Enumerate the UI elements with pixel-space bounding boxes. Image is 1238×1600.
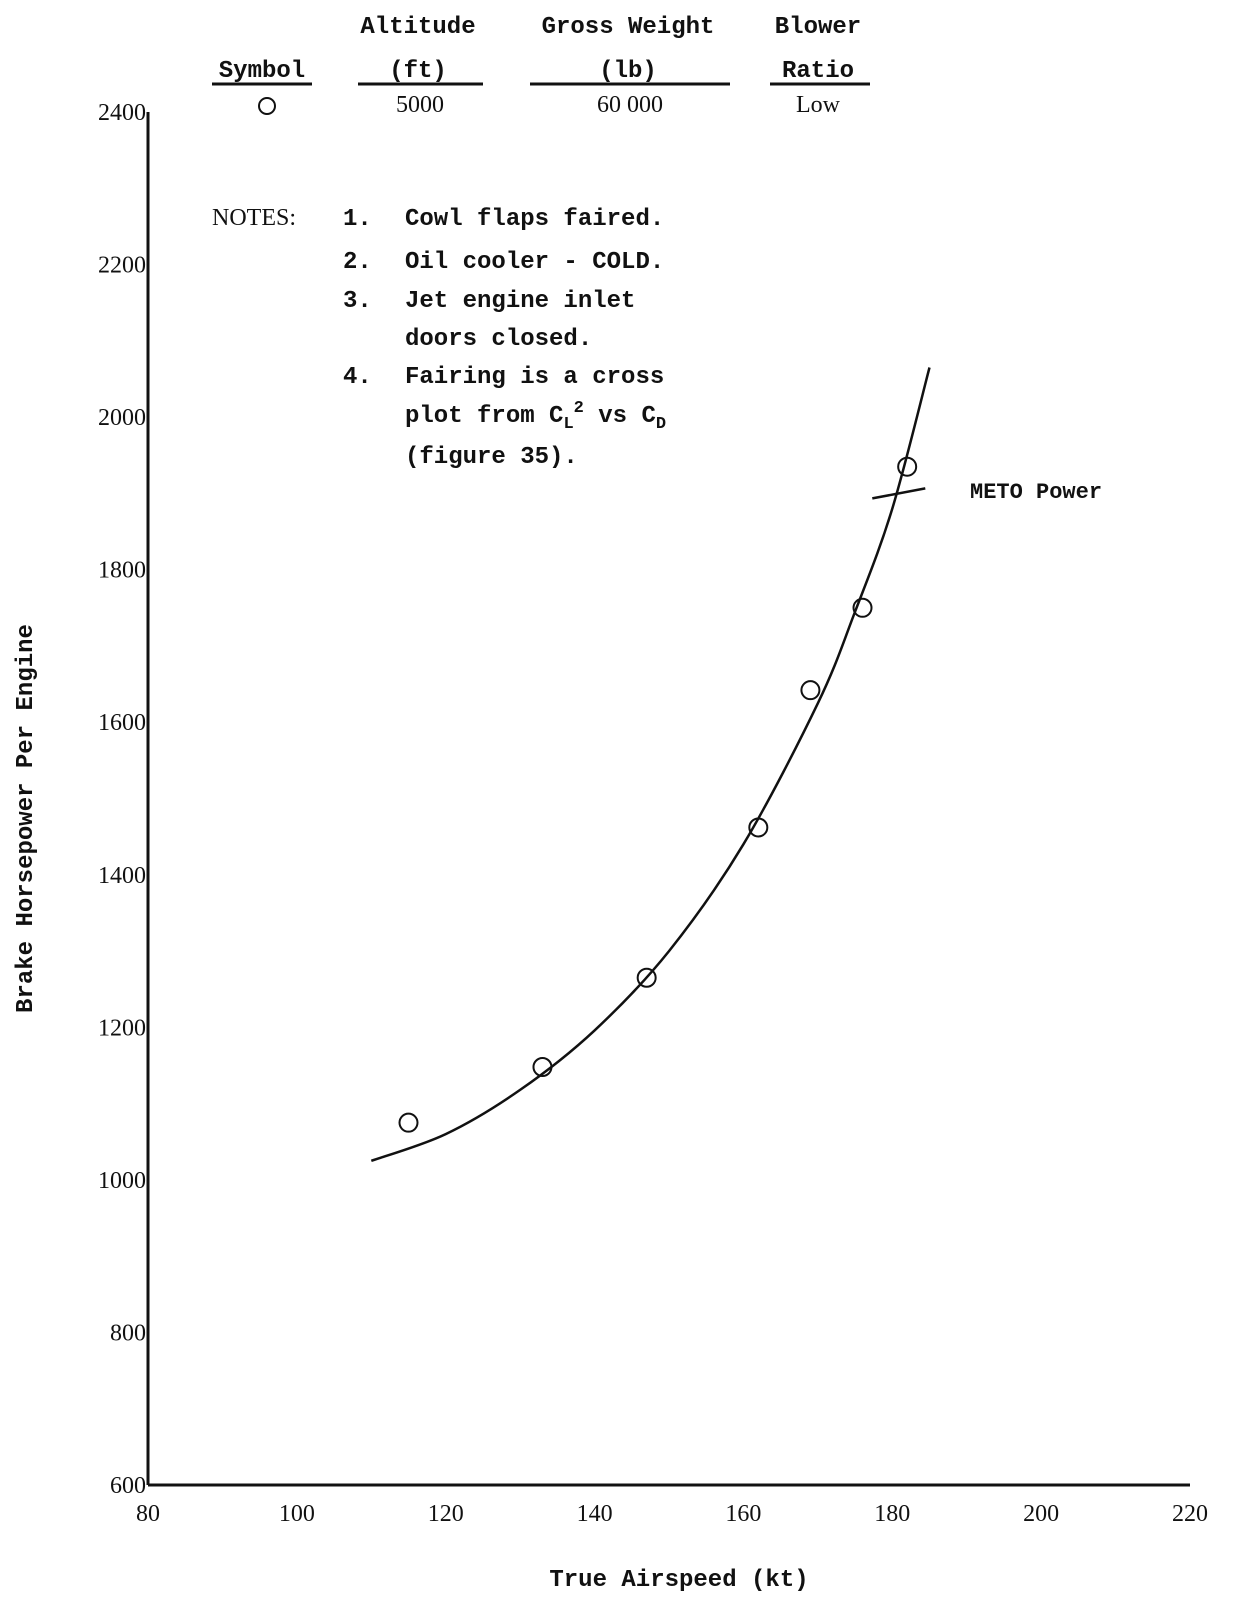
y-tick-label: 1400 [98,863,146,889]
data-point [800,680,821,701]
y-tick-label: 2400 [98,100,146,126]
data-point [532,1056,553,1077]
note-4-text-line-2: plot from CL2 vs CD [405,399,666,434]
note-4-text-line-3: (figure 35). [405,444,578,471]
note-1-number: 1. [343,206,372,233]
legend-value-altitude: 5000 [396,92,444,118]
y-tick-label: 2200 [98,253,146,279]
data-point [852,597,873,618]
x-tick-label: 180 [874,1501,910,1527]
x-tick-label: 140 [577,1501,613,1527]
y-tick-label: 600 [110,1473,146,1499]
legend-value-blower: Low [796,92,841,118]
x-tick-label: 120 [428,1501,464,1527]
data-point [897,456,918,477]
y-axis-label: Brake Horsepower Per Engine [13,624,40,1013]
legend-header-gross-weight: Gross Weight [542,14,715,41]
x-tick-labels: 80 100 120 140 160 180 200 220 [136,1501,1208,1527]
axes [146,112,1190,1487]
meto-power-mark [872,487,926,500]
x-axis-label: True Airspeed (kt) [549,1567,808,1594]
notes-block: NOTES: 1. Cowl flaps faired. 2. Oil cool… [212,205,666,471]
y-tick-label: 1600 [98,710,146,736]
x-tick-label: 80 [136,1501,160,1527]
data-points [398,456,918,1133]
note-3-text-line-2: doors closed. [405,326,592,353]
legend-header-symbol: Symbol [219,58,305,85]
note-2-text: Oil cooler - COLD. [405,249,664,276]
note-2-number: 2. [343,249,372,276]
fairing-curve [370,367,931,1162]
x-tick-label: 200 [1023,1501,1059,1527]
x-tick-label: 220 [1172,1501,1208,1527]
y-tick-label: 1000 [98,1168,146,1194]
note-4-text-line-1: Fairing is a cross [405,364,664,391]
legend-header-altitude-unit: (ft) [389,58,447,85]
legend-value-gross-weight: 60 000 [597,92,663,118]
legend-header-gross-weight-unit: (lb) [599,58,657,85]
x-tick-label: 160 [725,1501,761,1527]
note-4-number: 4. [343,364,372,391]
y-tick-label: 1200 [98,1015,146,1041]
x-tick-label: 100 [279,1501,315,1527]
y-tick-label: 2000 [98,405,146,431]
data-point [398,1112,419,1133]
legend-header-blower: Blower [775,14,861,41]
note-1-text: Cowl flaps faired. [405,206,664,233]
data-point [636,967,657,988]
y-tick-label: 800 [110,1320,146,1346]
legend-header-altitude: Altitude [360,14,475,41]
notes-heading: NOTES: [212,205,296,231]
note-3-text-line-1: Jet engine inlet [405,288,635,315]
legend-table: Symbol Altitude (ft) Gross Weight (lb) B… [212,14,870,118]
meto-power-label: METO Power [970,480,1102,505]
y-tick-label: 1800 [98,558,146,584]
legend-header-blower-unit: Ratio [782,58,854,85]
data-point [748,817,769,838]
y-tick-labels: 600 800 1000 1200 1400 1600 1800 2000 2200 2400 [98,100,146,1499]
legend-symbol-circle-icon [258,97,276,115]
note-3-number: 3. [343,288,372,315]
